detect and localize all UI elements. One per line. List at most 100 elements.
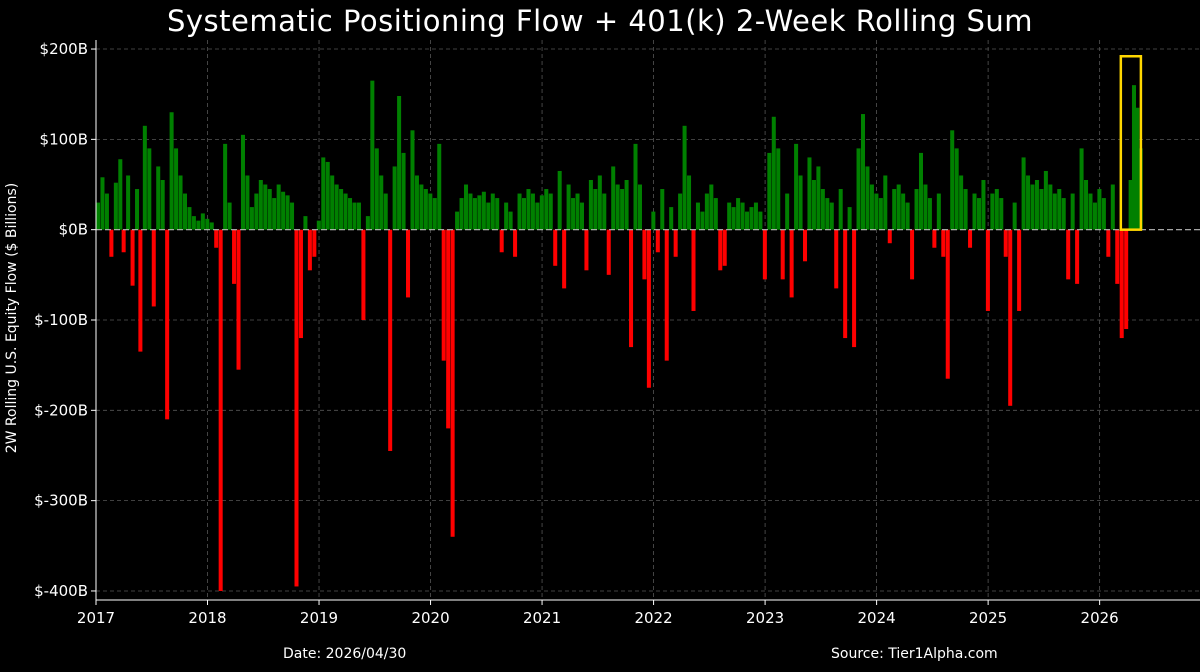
- flow-bar: [959, 175, 964, 230]
- flow-bar: [852, 229, 857, 348]
- flow-bar: [521, 198, 527, 230]
- flow-bar: [905, 202, 910, 230]
- flow-bar: [838, 189, 843, 230]
- flow-bar: [611, 166, 616, 230]
- flow-bar: [584, 229, 589, 271]
- flow-bar: [348, 198, 353, 230]
- flow-bar: [709, 184, 714, 230]
- flow-bar: [218, 229, 223, 591]
- flow-bar: [1097, 189, 1102, 230]
- flow-bar: [223, 143, 228, 230]
- flow-bar: [785, 193, 790, 230]
- flow-bar: [419, 184, 424, 230]
- flow-bar: [807, 157, 812, 230]
- grid-lines: [95, 40, 1200, 600]
- flow-bar: [495, 198, 500, 230]
- flow-bar: [486, 202, 491, 230]
- flow-bar: [869, 184, 874, 230]
- flow-bar: [847, 207, 852, 230]
- flow-bar: [655, 229, 660, 253]
- flow-bar: [191, 216, 196, 230]
- flow-bar: [298, 229, 303, 339]
- flow-bar: [450, 229, 455, 537]
- flow-bar: [472, 198, 477, 230]
- flow-bar: [156, 166, 161, 230]
- flow-bar: [771, 116, 776, 230]
- flow-bar: [860, 114, 866, 230]
- flow-bar: [1115, 229, 1120, 284]
- y-tick-label: $-300B: [34, 492, 88, 510]
- x-tick-label: 2025: [969, 609, 1007, 627]
- flow-bar: [290, 202, 295, 230]
- flow-bar: [142, 125, 147, 230]
- flow-bar: [174, 148, 179, 230]
- flow-bar: [749, 207, 754, 230]
- flow-bar: [428, 193, 433, 230]
- flow-bar: [892, 189, 897, 230]
- flow-bar: [379, 175, 384, 230]
- flow-bar: [687, 175, 692, 230]
- flow-bar: [633, 143, 638, 230]
- flow-bar: [138, 229, 143, 352]
- flow-bar: [901, 193, 906, 230]
- flow-bar: [950, 130, 955, 230]
- flow-bar: [130, 229, 135, 286]
- x-tick-label: 2018: [188, 609, 226, 627]
- x-tick-label: 2022: [634, 609, 672, 627]
- flow-bar: [767, 152, 772, 230]
- flow-bar: [397, 96, 402, 230]
- footer-date: Date: 2026/04/30: [283, 646, 407, 662]
- flow-bar: [330, 175, 335, 230]
- flow-bar: [356, 202, 361, 230]
- flow-bar: [936, 193, 941, 230]
- flow-bar: [1075, 229, 1080, 284]
- flow-bar: [100, 177, 105, 230]
- flow-bar: [1012, 202, 1017, 230]
- highlight-rect: [1119, 55, 1143, 231]
- flow-bar: [566, 184, 571, 230]
- flow-bar: [263, 184, 268, 230]
- flow-bar: [910, 229, 915, 280]
- x-tick-label: 2019: [300, 609, 338, 627]
- flow-bar: [232, 229, 237, 284]
- flow-bar: [994, 189, 999, 230]
- flow-bar: [798, 175, 803, 230]
- flow-bar: [1106, 229, 1111, 257]
- flow-bar: [147, 148, 152, 230]
- flow-bar: [1061, 198, 1066, 230]
- flow-bar: [1034, 180, 1039, 230]
- flow-bar: [571, 198, 576, 230]
- flow-bar: [504, 202, 509, 230]
- flow-bar: [200, 213, 205, 230]
- chart-title: Systematic Positioning Flow + 401(k) 2-W…: [166, 4, 1034, 38]
- flow-bar: [383, 193, 388, 230]
- flow-bar: [740, 202, 745, 230]
- flow-bar: [481, 191, 486, 230]
- flow-bar: [249, 207, 254, 230]
- flow-bar: [780, 229, 785, 280]
- flow-bar: [1048, 184, 1053, 230]
- flow-bar: [281, 191, 286, 230]
- flow-bar: [593, 189, 598, 230]
- flow-bar: [325, 161, 330, 230]
- flow-bar: [637, 184, 642, 230]
- flow-bar: [673, 229, 678, 257]
- flow-bar: [1084, 180, 1089, 230]
- flow-bar: [214, 229, 219, 248]
- flow-bar: [113, 182, 118, 230]
- flow-bar: [776, 148, 781, 230]
- flow-bar: [745, 211, 750, 230]
- flow-bar: [722, 229, 727, 266]
- flow-bar: [477, 195, 482, 230]
- flow-bar: [361, 229, 366, 320]
- flow-bar: [588, 180, 593, 230]
- y-tick-label: $0B: [59, 221, 88, 239]
- flow-bar: [182, 193, 187, 230]
- flow-bar: [597, 175, 602, 230]
- flow-bar: [896, 184, 901, 230]
- flow-bar: [704, 193, 709, 230]
- flow-bar: [811, 180, 816, 230]
- flow-bar: [365, 216, 370, 230]
- flow-bar: [874, 193, 879, 230]
